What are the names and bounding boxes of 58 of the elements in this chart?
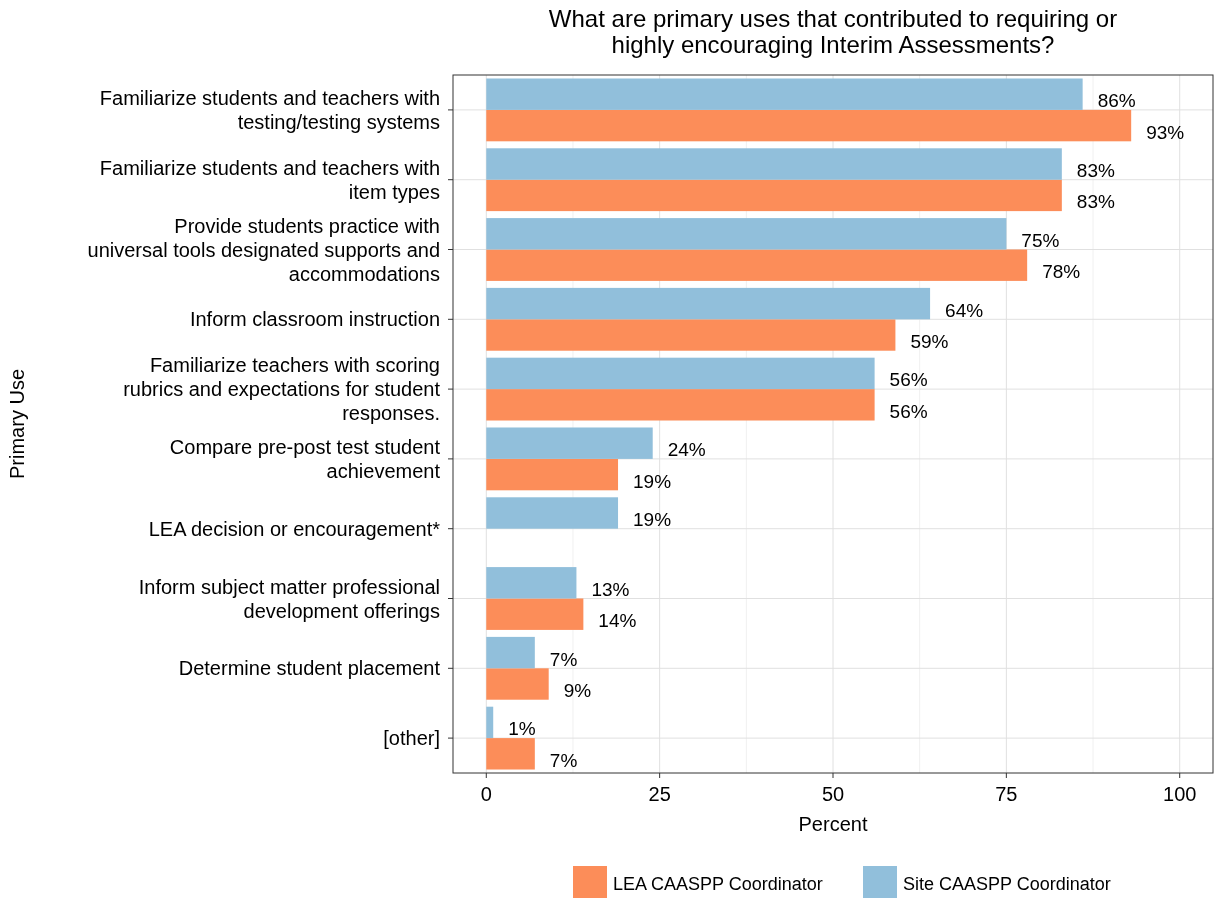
bar: [486, 706, 494, 739]
y-axis-title: Primary Use: [6, 368, 28, 480]
data-label: 93%: [1146, 121, 1185, 143]
data-label: 19%: [633, 470, 672, 492]
x-tick-label: 25: [648, 783, 671, 805]
bar: [486, 458, 619, 491]
y-tick-label: Provide students practice with universal tools designated supports and accommodations: [87, 214, 440, 285]
y-tick-label: Compare pre-post test student achievement: [169, 435, 441, 482]
x-tick-label: 50: [821, 783, 845, 805]
bar: [486, 357, 875, 390]
bar: [486, 218, 1007, 250]
data-label: 24%: [667, 439, 706, 461]
y-tick-label: Determine student placement: [178, 657, 441, 680]
data-label: 86%: [1097, 90, 1136, 112]
bar: [486, 567, 577, 599]
bar: [486, 738, 535, 770]
bar: [486, 287, 931, 320]
data-label: 9%: [563, 680, 592, 702]
bar: [486, 598, 584, 630]
bar: [486, 636, 535, 669]
data-label: 7%: [549, 648, 578, 670]
y-tick-label: Familiarize students and teachers with testing/testing systems: [99, 86, 440, 133]
bar: [486, 109, 1132, 142]
bar: [486, 148, 1062, 180]
data-label: 19%: [633, 508, 672, 530]
data-label: 83%: [1076, 159, 1115, 181]
x-tick-label: 75: [995, 783, 1018, 805]
y-tick-label: Familiarize students and teachers with item types: [99, 156, 440, 203]
bar: [486, 497, 619, 529]
y-tick-label: Inform classroom instruction: [189, 308, 440, 331]
data-label: 14%: [598, 610, 637, 632]
data-label: 78%: [1042, 261, 1081, 283]
x-tick-label: 0: [480, 783, 492, 805]
bar: [486, 389, 875, 421]
data-label: 56%: [889, 400, 928, 422]
y-tick-label: Inform subject matter professional development offerings: [138, 575, 440, 622]
data-label: 83%: [1076, 191, 1115, 213]
data-label: 56%: [889, 369, 928, 391]
data-label: 75%: [1021, 229, 1060, 251]
data-label: 1%: [508, 718, 536, 740]
legend-label: LEA CAASPP Coordinator: [613, 874, 823, 894]
x-tick-label: 100: [1163, 783, 1197, 805]
x-axis-title: Percent: [798, 813, 868, 835]
y-tick-label: [other]: [383, 727, 440, 750]
y-tick-label: Familiarize teachers with scoring rubrics and expectations for student responses.: [123, 354, 441, 425]
bar: [486, 319, 896, 351]
bar: [486, 78, 1083, 110]
y-tick-label: LEA decision or encouragement*: [148, 517, 441, 540]
chart-title: What are primary uses that contributed to requiring or highly encouraging Interim Assessments?: [548, 5, 1118, 58]
data-label: 13%: [591, 578, 630, 600]
data-label: 64%: [945, 299, 984, 321]
bar: [486, 249, 1028, 281]
data-label: 59%: [910, 331, 949, 353]
bar: [486, 668, 549, 700]
data-label: 7%: [549, 749, 578, 771]
bar: [486, 427, 653, 459]
legend-label: Site CAASPP Coordinator: [903, 874, 1111, 894]
bar: [486, 179, 1062, 212]
